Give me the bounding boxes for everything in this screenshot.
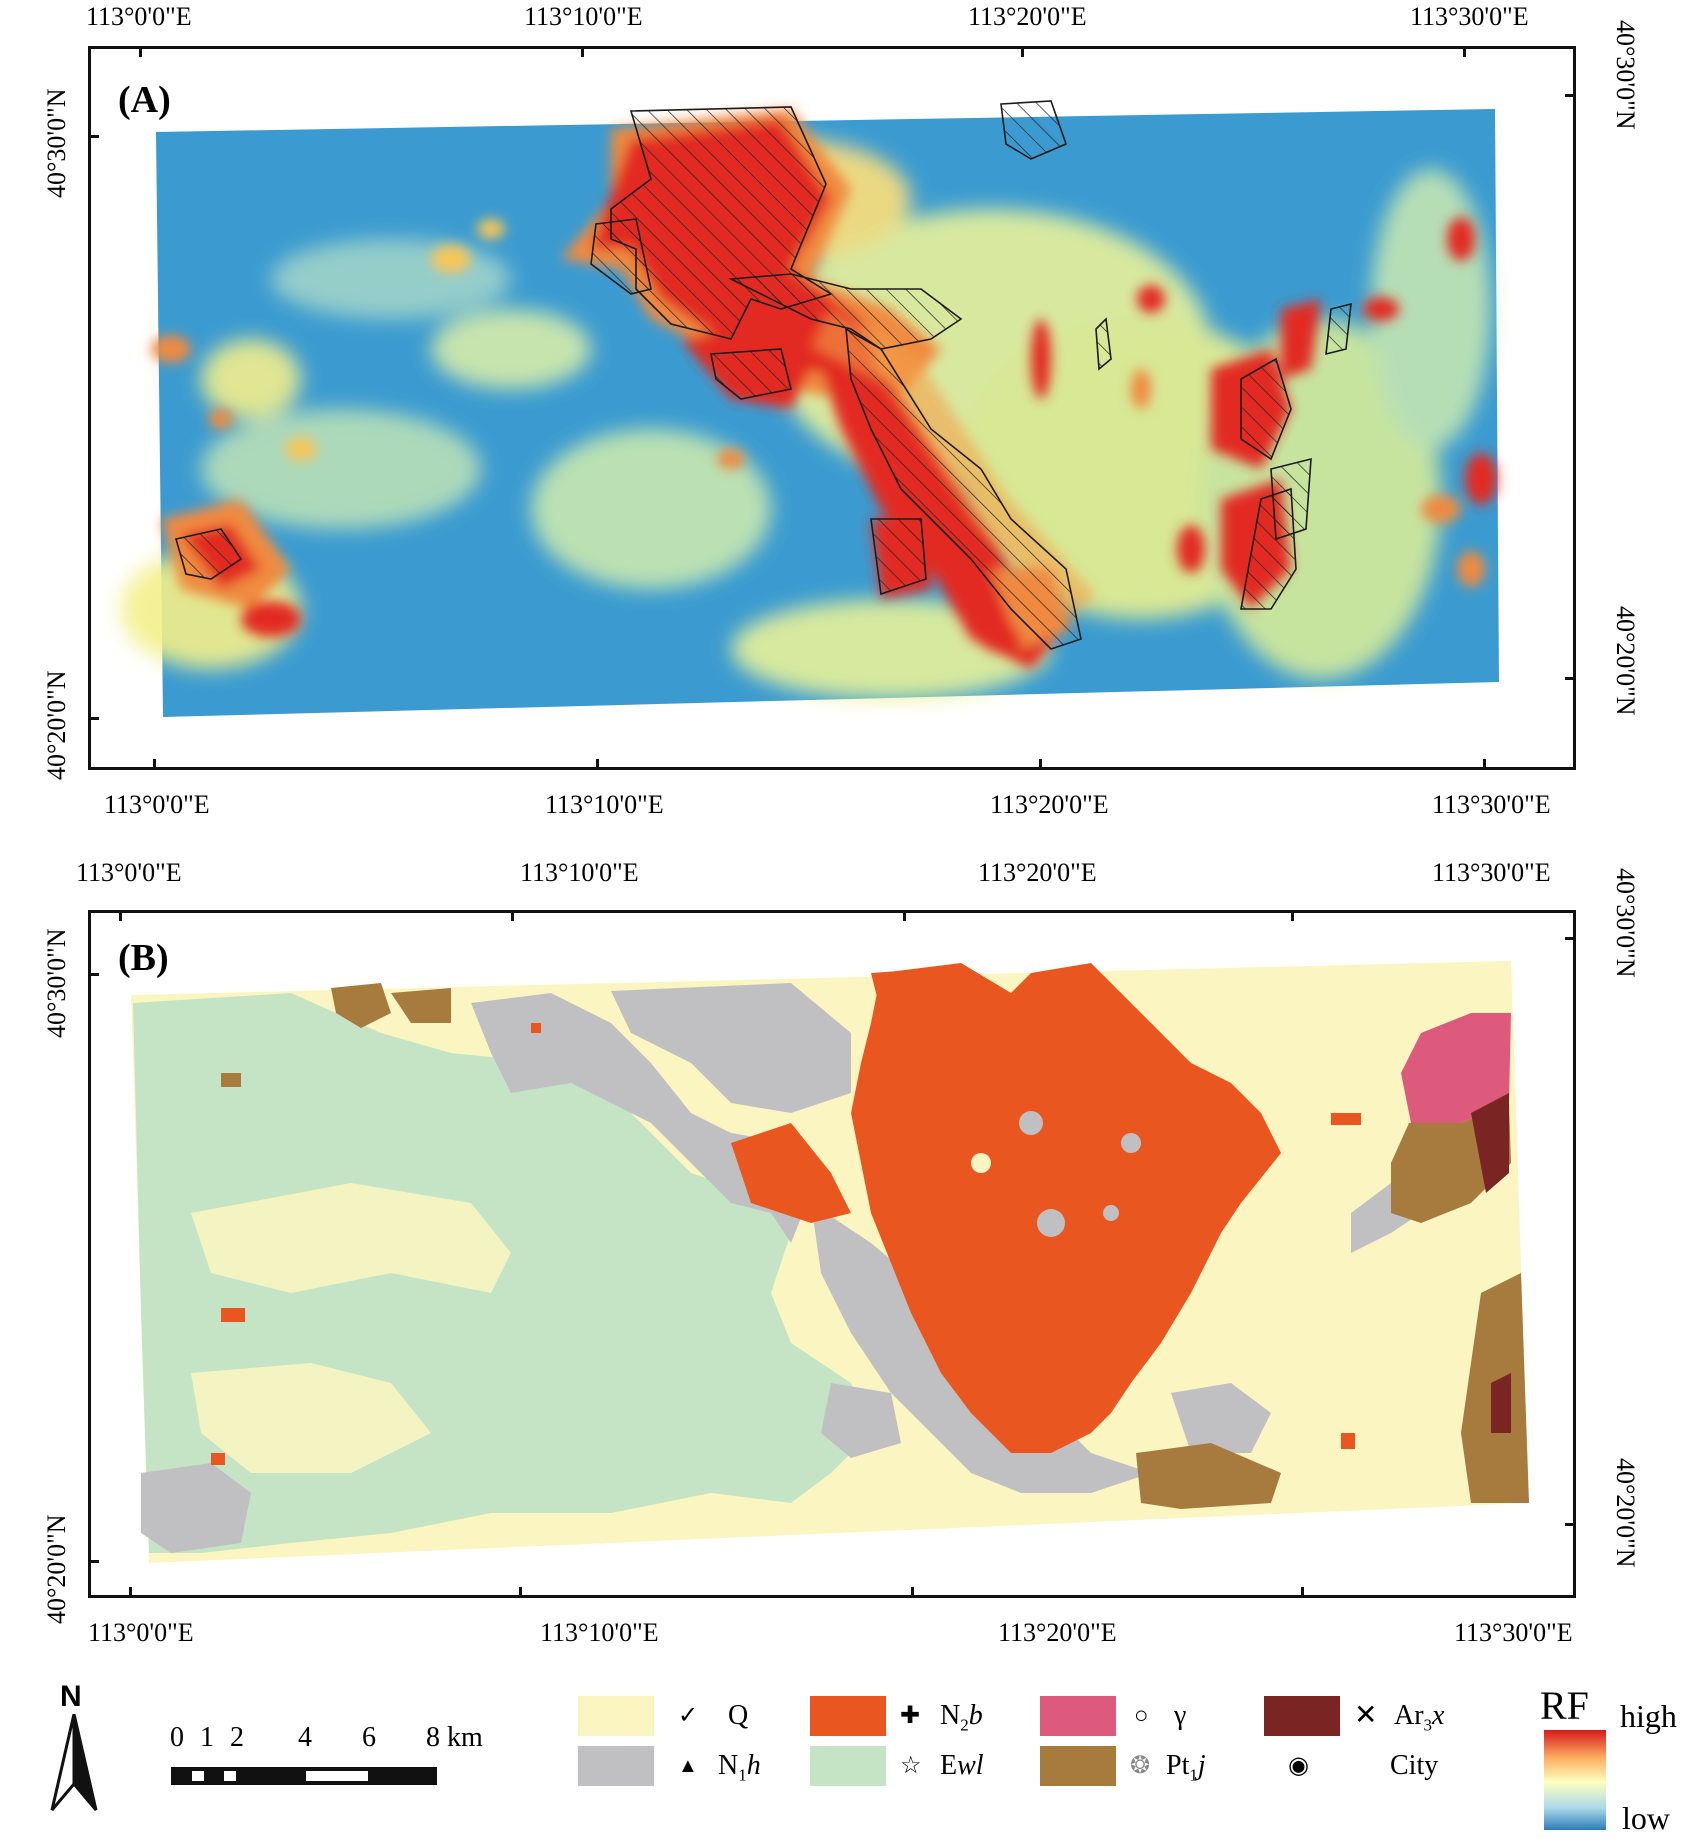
- panel-a-map: [91, 49, 1573, 767]
- legend-label-N1h: N1h: [718, 1750, 761, 1786]
- panel-b-inner-ticks: [91, 913, 1573, 1595]
- circle-icon: ○: [1134, 1703, 1149, 1729]
- cross-plus-icon: ✚: [900, 1703, 921, 1729]
- panel-a-inner-ticks: [91, 49, 1573, 767]
- legend-label-N2b: N2b: [940, 1700, 983, 1736]
- legend-label-sub: 2: [960, 1715, 969, 1735]
- city-icon: ◉: [1288, 1753, 1309, 1779]
- legend-label-Pt1j: Pt1j: [1166, 1750, 1206, 1786]
- scale-bar-graphic: [171, 1767, 437, 1785]
- geology-legend: ✓ Q ▲ N1h ✚ N2b ☆ Ewl ○ γ ❂ Pt1j ✕ Ar3x …: [578, 1696, 1478, 1796]
- colorbar-title: RF: [1540, 1683, 1589, 1728]
- rf-colorbar: RF high low: [1540, 1682, 1705, 1840]
- panel-a-bottom-tick: 113°20'0"E: [990, 790, 1109, 819]
- north-arrow: N: [44, 1680, 114, 1811]
- legend-label-main: N: [940, 1700, 961, 1731]
- legend-label-city: City: [1390, 1750, 1439, 1781]
- legend-label-sub: 3: [1423, 1715, 1433, 1735]
- legend-label-Q: Q: [728, 1700, 749, 1731]
- scale-tick: 1: [200, 1722, 214, 1753]
- panel-b-top-tick: 113°10'0"E: [520, 858, 639, 887]
- panel-b-left-tick: 40°20'0"N: [42, 1514, 71, 1624]
- panel-a-bottom-tick: 113°30'0"E: [1432, 790, 1551, 819]
- legend-label-sub: 1: [738, 1765, 747, 1785]
- legend-label-Ar3x: Ar3x: [1394, 1700, 1444, 1736]
- panel-b-right-tick: 40°20'0"N: [1611, 1458, 1640, 1568]
- legend-label-main: N: [718, 1750, 739, 1781]
- panel-b-bottom-tick: 113°20'0"E: [998, 1618, 1117, 1647]
- legend-swatch-Pt1j: [1040, 1746, 1116, 1786]
- scale-tick: 6: [362, 1722, 376, 1753]
- legend-swatch-Ewl: [810, 1746, 886, 1786]
- panel-b-bottom-tick: 113°0'0"E: [88, 1618, 194, 1647]
- legend-label-tail: x: [1432, 1700, 1445, 1731]
- geology-units: [131, 961, 1529, 1563]
- panel-b-top-tick: 113°0'0"E: [76, 858, 182, 887]
- triangle-icon: ▲: [678, 1755, 698, 1777]
- panel-b-top-tick: 113°20'0"E: [978, 858, 1097, 887]
- legend-label-gamma: γ: [1174, 1700, 1187, 1731]
- panel-a-left-tick: 40°30'0"N: [42, 88, 71, 198]
- panel-a-right-tick: 40°20'0"N: [1611, 606, 1640, 716]
- legend-label-tail: b: [968, 1700, 983, 1731]
- scale-tick: 2: [230, 1722, 244, 1753]
- legend-swatch-Ar3x: [1264, 1696, 1340, 1736]
- panel-a-frame: [88, 46, 1576, 770]
- scale-tick: 4: [298, 1722, 312, 1753]
- colorbar-high-label: high: [1620, 1698, 1677, 1734]
- gear-icon: ❂: [1130, 1753, 1151, 1779]
- panel-a-bottom-tick: 113°0'0"E: [104, 790, 210, 819]
- legend-swatch-gamma: [1040, 1696, 1116, 1736]
- panel-a-top-tick: 113°10'0"E: [524, 2, 643, 31]
- legend-swatch-N1h: [578, 1746, 654, 1786]
- panel-a-bottom-tick: 113°10'0"E: [545, 790, 664, 819]
- legend-label-tail: j: [1197, 1750, 1206, 1781]
- legend-label-main: Ar: [1394, 1700, 1424, 1731]
- panel-a-right-tick: 40°30'0"N: [1611, 20, 1640, 130]
- legend-swatch-N2b: [810, 1696, 886, 1736]
- check-icon: ✓: [678, 1703, 699, 1729]
- panel-b-top-tick: 113°30'0"E: [1432, 858, 1551, 887]
- north-label: N: [60, 1680, 82, 1713]
- panel-a-left-tick: 40°20'0"N: [42, 670, 71, 780]
- legend-label-tail: h: [746, 1750, 761, 1781]
- legend-label-sub: 1: [1189, 1765, 1198, 1785]
- panel-b-frame: [88, 910, 1576, 1598]
- legend-label-main: Pt: [1166, 1750, 1190, 1781]
- panel-b-right-tick: 40°30'0"N: [1611, 868, 1640, 978]
- legend-swatch-Q: [578, 1696, 654, 1736]
- panel-b-bottom-tick: 113°10'0"E: [540, 1618, 659, 1647]
- scale-tick: 8 km: [426, 1722, 483, 1753]
- panel-a-top-tick: 113°0'0"E: [86, 2, 192, 31]
- legend-label-tail: wl: [957, 1750, 984, 1781]
- panel-b-bottom-tick: 113°30'0"E: [1454, 1618, 1573, 1647]
- legend-label-main: E: [940, 1750, 958, 1781]
- colorbar-low-label: low: [1622, 1800, 1670, 1836]
- colorbar-gradient: [1544, 1730, 1606, 1830]
- panel-a-top-tick: 113°20'0"E: [968, 2, 1087, 31]
- panel-b-left-tick: 40°30'0"N: [42, 928, 71, 1038]
- scale-tick: 0: [170, 1722, 184, 1753]
- legend-label-Ewl: Ewl: [940, 1750, 984, 1782]
- north-arrow-icon: [50, 1714, 98, 1811]
- panel-a-top-tick: 113°30'0"E: [1410, 2, 1529, 31]
- panel-b-label: (B): [118, 937, 169, 979]
- hatched-anomaly-zones: [174, 100, 1352, 650]
- scale-bar: 0 1 2 4 6 8 km: [170, 1722, 500, 1792]
- panel-b-map: [91, 913, 1573, 1595]
- x-cross-icon: ✕: [1354, 1700, 1378, 1731]
- panel-a-label: (A): [118, 79, 171, 121]
- star-icon: ☆: [900, 1753, 922, 1779]
